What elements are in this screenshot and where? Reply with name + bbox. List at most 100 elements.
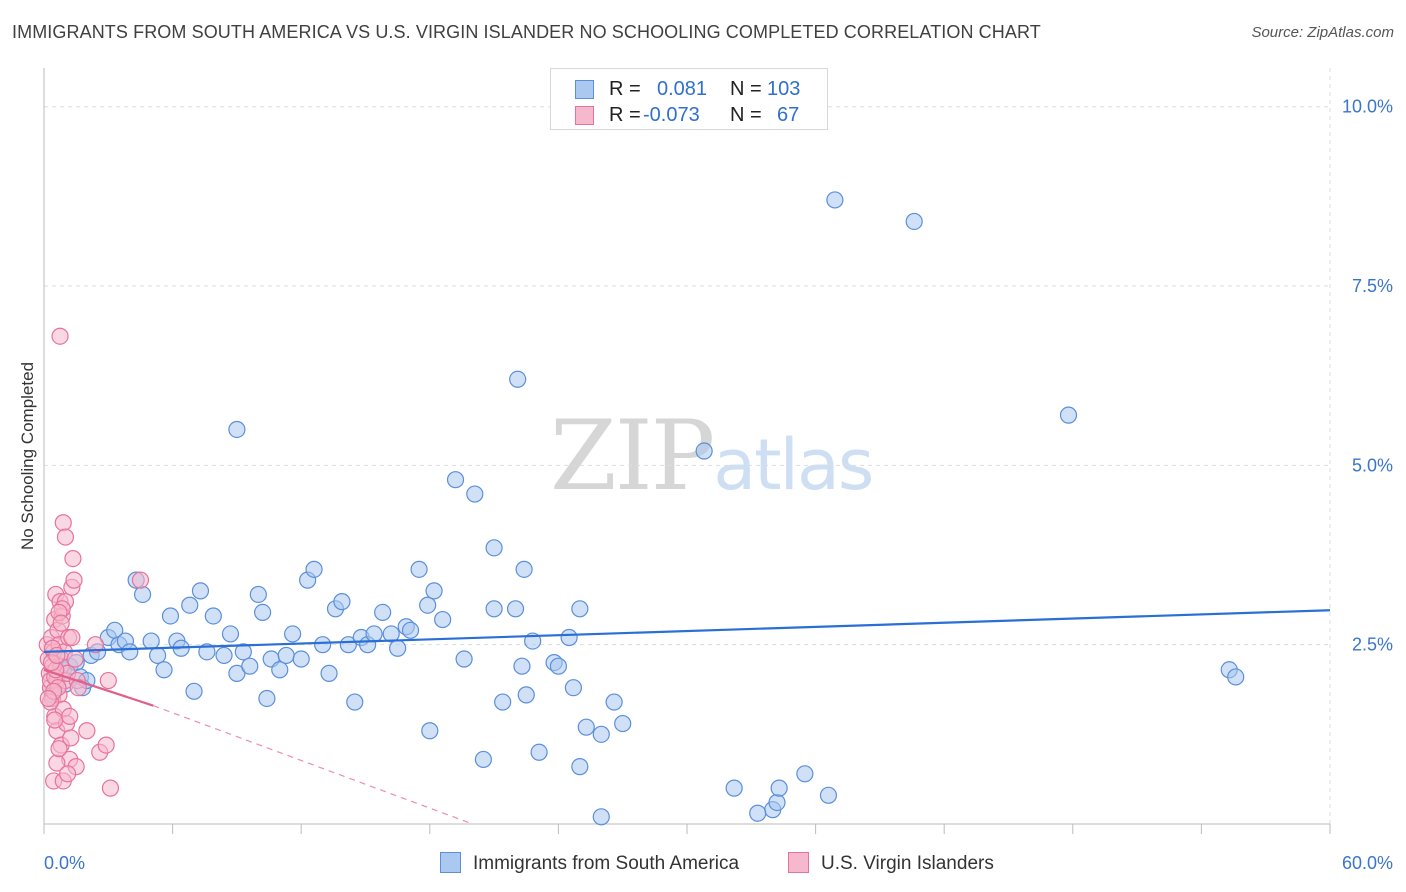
point-south-america — [592, 808, 610, 826]
point-south-america — [401, 621, 420, 639]
point-south-america — [695, 442, 713, 460]
point-south-america — [517, 686, 535, 704]
legend-n-value: 67 — [777, 104, 800, 126]
series-south-america — [43, 191, 1245, 826]
point-south-america — [346, 693, 364, 711]
point-virgin-islanders — [99, 671, 117, 690]
point-south-america — [560, 628, 578, 647]
point-south-america — [425, 582, 443, 600]
point-south-america — [768, 793, 786, 812]
point-virgin-islanders — [58, 765, 77, 783]
point-south-america — [277, 646, 295, 665]
legend-swatch-pink — [575, 106, 594, 125]
x-tick-label: 0.0% — [44, 853, 85, 873]
bottom-legend-swatch-blue — [440, 852, 461, 873]
point-south-america — [509, 370, 527, 388]
bottom-legend-blue: Immigrants from South America — [440, 852, 739, 875]
point-south-america — [614, 714, 632, 733]
point-south-america — [455, 650, 473, 668]
point-south-america — [474, 750, 492, 769]
point-virgin-islanders — [101, 779, 120, 797]
point-south-america — [148, 646, 167, 665]
point-south-america — [506, 600, 525, 618]
point-virgin-islanders — [78, 722, 96, 740]
point-south-america — [198, 643, 216, 661]
point-virgin-islanders — [131, 571, 150, 589]
trend-line-extension-virgin-islanders — [153, 705, 473, 825]
legend-r-value: 0.081 — [657, 78, 708, 100]
point-south-america — [374, 603, 392, 621]
legend-n-label: N = — [730, 78, 762, 100]
point-virgin-islanders — [39, 689, 57, 708]
point-virgin-islanders — [66, 650, 84, 668]
point-south-america — [133, 585, 152, 604]
point-virgin-islanders — [56, 528, 75, 546]
point-south-america — [314, 636, 332, 654]
point-south-america — [796, 765, 814, 783]
point-south-america — [142, 632, 160, 650]
point-virgin-islanders — [97, 736, 115, 754]
point-south-america — [181, 596, 199, 614]
point-south-america — [605, 693, 623, 711]
point-virgin-islanders — [62, 729, 80, 747]
y-tick-label: 5.0% — [1352, 455, 1393, 475]
point-virgin-islanders — [54, 514, 72, 532]
point-virgin-islanders — [51, 327, 69, 345]
point-virgin-islanders — [52, 614, 70, 632]
y-tick-label: 7.5% — [1352, 276, 1393, 296]
point-south-america — [292, 650, 310, 668]
chart-source: Source: ZipAtlas.com — [1251, 24, 1394, 41]
point-south-america — [725, 779, 743, 797]
bottom-legend-swatch-pink — [788, 852, 809, 873]
chart-title: IMMIGRANTS FROM SOUTH AMERICA VS U.S. VI… — [12, 22, 1041, 42]
point-south-america — [228, 664, 246, 682]
point-virgin-islanders — [65, 571, 83, 589]
point-south-america — [571, 600, 589, 618]
point-south-america — [333, 593, 351, 611]
point-south-america — [515, 560, 533, 578]
point-south-america — [284, 625, 302, 643]
correlation-legend: R = 0.081 N = 103 R = -0.073 N = 67 — [550, 68, 828, 130]
point-south-america — [571, 758, 589, 776]
bottom-legend-label-pink: U.S. Virgin Islanders — [821, 853, 994, 874]
bottom-legend-label-blue: Immigrants from South America — [473, 853, 740, 874]
point-south-america — [419, 596, 437, 614]
point-virgin-islanders — [64, 549, 82, 568]
point-virgin-islanders — [86, 636, 105, 654]
bottom-legend-pink: U.S. Virgin Islanders — [788, 852, 994, 875]
point-south-america — [485, 539, 503, 557]
x-tick-label: 60.0% — [1342, 853, 1393, 873]
point-virgin-islanders — [50, 740, 68, 758]
point-virgin-islanders — [69, 679, 87, 697]
point-south-america — [382, 625, 400, 643]
y-tick-label: 2.5% — [1352, 635, 1393, 655]
point-south-america — [434, 610, 452, 629]
legend-r-value: -0.073 — [643, 104, 700, 126]
point-virgin-islanders — [46, 711, 64, 729]
point-south-america — [249, 585, 267, 604]
point-south-america — [254, 603, 272, 621]
point-south-america — [530, 743, 548, 761]
point-south-america — [320, 664, 338, 682]
series-virgin-islanders — [38, 327, 150, 797]
point-south-america — [161, 607, 180, 625]
legend-swatch-blue — [575, 80, 594, 99]
point-south-america — [204, 607, 222, 625]
point-south-america — [513, 657, 531, 675]
point-south-america — [258, 689, 276, 708]
point-south-america — [155, 661, 173, 679]
trend-line-virgin-islanders — [43, 668, 154, 707]
point-south-america — [389, 639, 407, 657]
legend-r-label: R = — [609, 104, 641, 126]
point-south-america — [1059, 406, 1078, 424]
point-south-america — [749, 804, 767, 822]
point-south-america — [185, 682, 203, 700]
point-south-america — [339, 636, 357, 654]
legend-n-value: 103 — [767, 78, 801, 100]
point-south-america — [494, 693, 512, 711]
point-south-america — [410, 560, 428, 578]
trend-line-south-america — [43, 609, 1331, 653]
legend-r-label: R = — [609, 78, 641, 100]
point-south-america — [826, 191, 844, 209]
